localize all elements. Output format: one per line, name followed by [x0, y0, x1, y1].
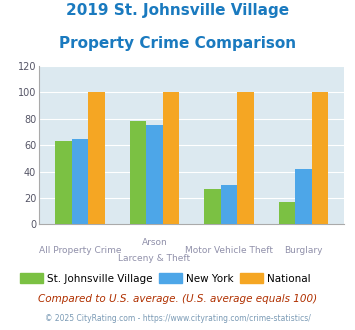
Bar: [130, 121, 146, 224]
Text: Burglary: Burglary: [284, 246, 323, 255]
Text: Arson: Arson: [142, 238, 167, 247]
Bar: [72, 139, 88, 224]
Bar: [279, 202, 295, 224]
Bar: [295, 169, 312, 224]
Bar: [88, 92, 105, 224]
Text: Compared to U.S. average. (U.S. average equals 100): Compared to U.S. average. (U.S. average …: [38, 294, 317, 304]
Bar: [312, 92, 328, 224]
Text: Property Crime Comparison: Property Crime Comparison: [59, 36, 296, 51]
Bar: [237, 92, 253, 224]
Bar: [204, 189, 221, 224]
Text: Larceny & Theft: Larceny & Theft: [119, 254, 191, 263]
Bar: [163, 92, 179, 224]
Text: © 2025 CityRating.com - https://www.cityrating.com/crime-statistics/: © 2025 CityRating.com - https://www.city…: [45, 314, 310, 323]
Bar: [146, 125, 163, 224]
Text: Motor Vehicle Theft: Motor Vehicle Theft: [185, 246, 273, 255]
Legend: St. Johnsville Village, New York, National: St. Johnsville Village, New York, Nation…: [16, 269, 315, 288]
Text: All Property Crime: All Property Crime: [39, 246, 121, 255]
Text: 2019 St. Johnsville Village: 2019 St. Johnsville Village: [66, 3, 289, 18]
Bar: [221, 185, 237, 224]
Bar: [55, 141, 72, 224]
